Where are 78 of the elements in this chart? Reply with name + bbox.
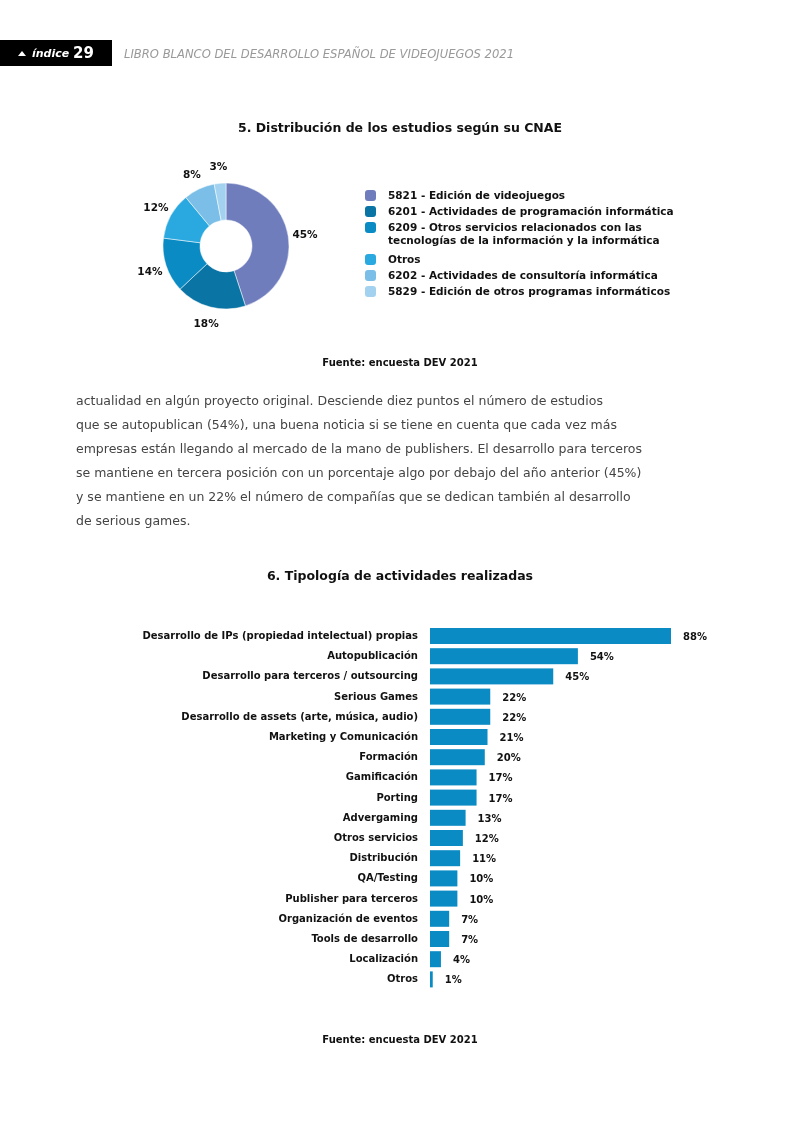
- bar: [430, 668, 554, 685]
- text: que se autopublican (54%), una buena noticia si se tiene en cuenta que cada vez más: [76, 417, 617, 432]
- data-label: 17%: [488, 792, 513, 804]
- data-label: 10%: [469, 873, 494, 885]
- bar: [430, 769, 477, 786]
- data-label: 22%: [502, 711, 527, 723]
- bar: [430, 628, 671, 644]
- data-label: 18%: [193, 317, 220, 330]
- data-label: 88%: [683, 631, 707, 642]
- text: LIBRO BLANCO DEL DESARROLLO ESPAÑOL DE VIDEOJUEGOS 2021: [124, 46, 514, 61]
- data-label: 11%: [472, 853, 497, 865]
- legend-label: 6209 - Otros servicios relacionados con las tecnologías de la información y la informática: [388, 221, 660, 246]
- y-tick-label: Advergaming: [342, 811, 418, 823]
- chart-title: 5. Distribución de los estudios según su CNAE: [237, 120, 563, 135]
- data-label: 45%: [565, 671, 590, 683]
- bar: [430, 749, 485, 766]
- y-tick-label: Desarrollo de assets (arte, música, audio): [181, 710, 418, 722]
- data-label: 7%: [461, 913, 479, 925]
- text: de serious games.: [76, 513, 191, 528]
- bar: [430, 809, 466, 826]
- bar: [430, 708, 491, 725]
- y-tick-label: Otros: [386, 973, 419, 985]
- source-note: Fuente: encuesta DEV 2021: [322, 1034, 478, 1045]
- y-tick-label: Desarrollo de IPs (propiedad intelectual) propias: [142, 630, 419, 641]
- data-label: 8%: [183, 167, 202, 180]
- bar: [430, 850, 461, 867]
- text: se mantiene en tercera posición con un porcentaje algo por debajo del año anterior (45%): [76, 465, 642, 480]
- data-label: 54%: [589, 651, 614, 663]
- bar: [430, 729, 488, 745]
- bar: [430, 789, 477, 806]
- bar: [430, 931, 450, 947]
- data-label: 12%: [474, 833, 499, 844]
- data-label: 14%: [137, 264, 163, 277]
- data-label: 3%: [209, 160, 228, 173]
- y-tick-label: Porting: [376, 791, 418, 803]
- text: 29: [73, 44, 94, 62]
- y-tick-label: Formación: [359, 751, 418, 763]
- bar: [430, 830, 463, 846]
- y-tick-label: Serious Games: [334, 690, 419, 702]
- y-tick-label: Gamificación: [345, 771, 418, 783]
- y-tick-label: Organización de eventos: [278, 912, 419, 924]
- source-note: Fuente: encuesta DEV 2021: [322, 357, 478, 368]
- y-tick-label: Autopublicación: [327, 650, 418, 662]
- data-label: 7%: [461, 934, 479, 945]
- y-tick-label: Publisher para terceros: [285, 892, 419, 904]
- text: y se mantiene en un 22% el número de compañías que se dedican también al desarrollo: [76, 489, 631, 504]
- chart-title: 6. Tipología de actividades realizadas: [266, 568, 534, 583]
- text: índice: [32, 47, 70, 60]
- bar: [430, 971, 433, 988]
- text: actualidad en algún proyecto original. Desciende diez puntos el número de estudios: [76, 393, 603, 408]
- y-tick-label: Distribución: [349, 852, 418, 864]
- data-label: 22%: [502, 691, 527, 703]
- bar: [430, 951, 441, 968]
- data-label: 21%: [499, 732, 524, 743]
- data-label: 1%: [444, 974, 462, 986]
- y-tick-label: QA/Testing: [357, 872, 418, 884]
- data-label: 10%: [469, 893, 494, 905]
- y-tick-label: Tools de desarrollo: [311, 933, 419, 944]
- bar: [430, 688, 491, 705]
- bar: [430, 648, 578, 665]
- y-tick-label: Otros servicios: [333, 832, 419, 843]
- data-label: 17%: [488, 772, 513, 784]
- data-label: 4%: [452, 954, 470, 966]
- bar: [430, 870, 458, 887]
- legend-label: 5821 - Edición de videojuegos: [388, 189, 566, 201]
- data-label: 13%: [477, 812, 502, 824]
- data-label: 45%: [292, 227, 319, 240]
- legend-label: 6202 - Actividades de consultoría informática: [388, 269, 658, 281]
- data-label: 20%: [496, 752, 521, 764]
- legend-label: 5829 - Edición de otros programas informáticos: [388, 285, 671, 297]
- legend-label: 6201 - Actividades de programación informática: [388, 205, 674, 217]
- y-tick-label: Marketing y Comunicación: [268, 731, 418, 742]
- data-label: 12%: [143, 201, 169, 214]
- bar: [430, 910, 450, 927]
- y-tick-label: Localización: [349, 953, 418, 965]
- text: empresas están llegando al mercado de la mano de publishers. El desarrollo para terceros: [76, 441, 643, 456]
- bar: [430, 890, 458, 907]
- y-tick-label: Desarrollo para terceros / outsourcing: [202, 670, 418, 682]
